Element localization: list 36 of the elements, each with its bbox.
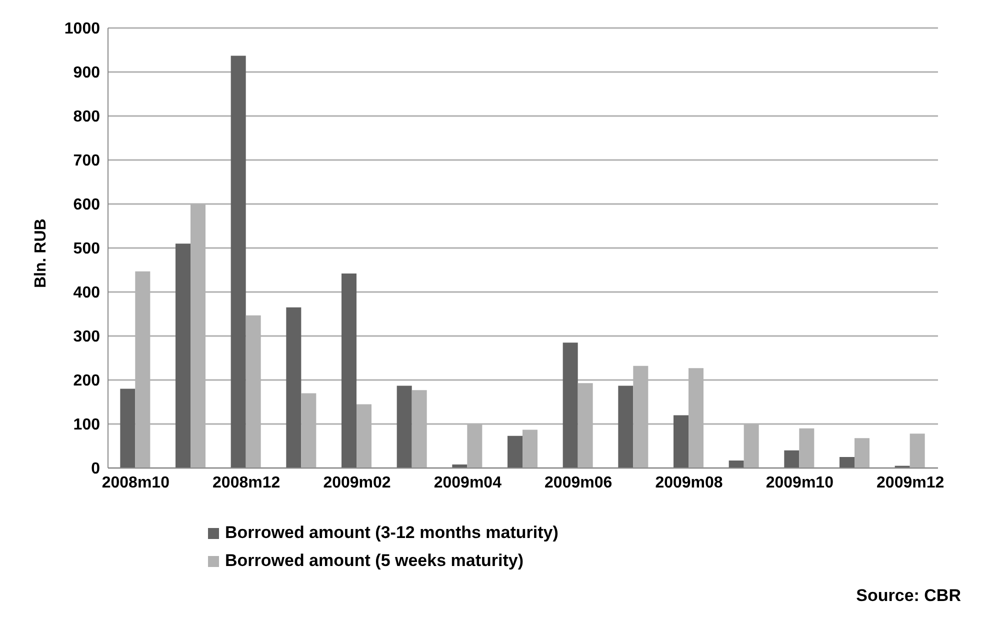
source-note: Source: CBR — [856, 586, 961, 606]
x-tick-label: 2009m06 — [544, 474, 612, 492]
bar — [342, 274, 357, 468]
y-tick-label: 900 — [73, 64, 100, 82]
legend-label: Borrowed amount (5 weeks maturity) — [225, 551, 524, 571]
bar — [618, 386, 634, 468]
y-tick-label: 200 — [73, 372, 100, 390]
bar — [784, 450, 800, 468]
x-tick-label: 2009m12 — [876, 474, 944, 492]
y-tick-label: 400 — [73, 284, 100, 302]
bar — [562, 342, 578, 468]
legend-label: Borrowed amount (3-12 months maturity) — [225, 523, 558, 543]
y-tick-label: 800 — [73, 108, 100, 126]
y-tick-label: 1000 — [64, 20, 100, 38]
x-tick-label: 2009m10 — [766, 474, 834, 492]
bar — [120, 388, 136, 468]
x-tick-label: 2009m04 — [434, 474, 502, 492]
bar — [286, 307, 302, 468]
x-tick-label: 2008m12 — [212, 474, 280, 492]
y-tick-label: 600 — [73, 196, 100, 214]
y-tick-label: 100 — [73, 416, 100, 434]
bar — [396, 386, 412, 468]
x-tick-label: 2009m08 — [655, 474, 723, 492]
y-tick-label: 300 — [73, 328, 100, 346]
bar — [674, 415, 689, 468]
x-tick-label: 2008m10 — [102, 474, 170, 492]
y-tick-label: 0 — [91, 460, 100, 478]
y-tick-label: 500 — [73, 240, 100, 258]
y-axis-title: Bln. RUB — [32, 218, 50, 288]
x-tick-label: 2009m02 — [323, 474, 391, 492]
bar — [508, 436, 523, 468]
y-tick-label: 700 — [73, 152, 100, 170]
bar — [176, 244, 191, 468]
bar — [840, 457, 855, 468]
bar — [728, 460, 744, 468]
bar — [230, 56, 246, 468]
